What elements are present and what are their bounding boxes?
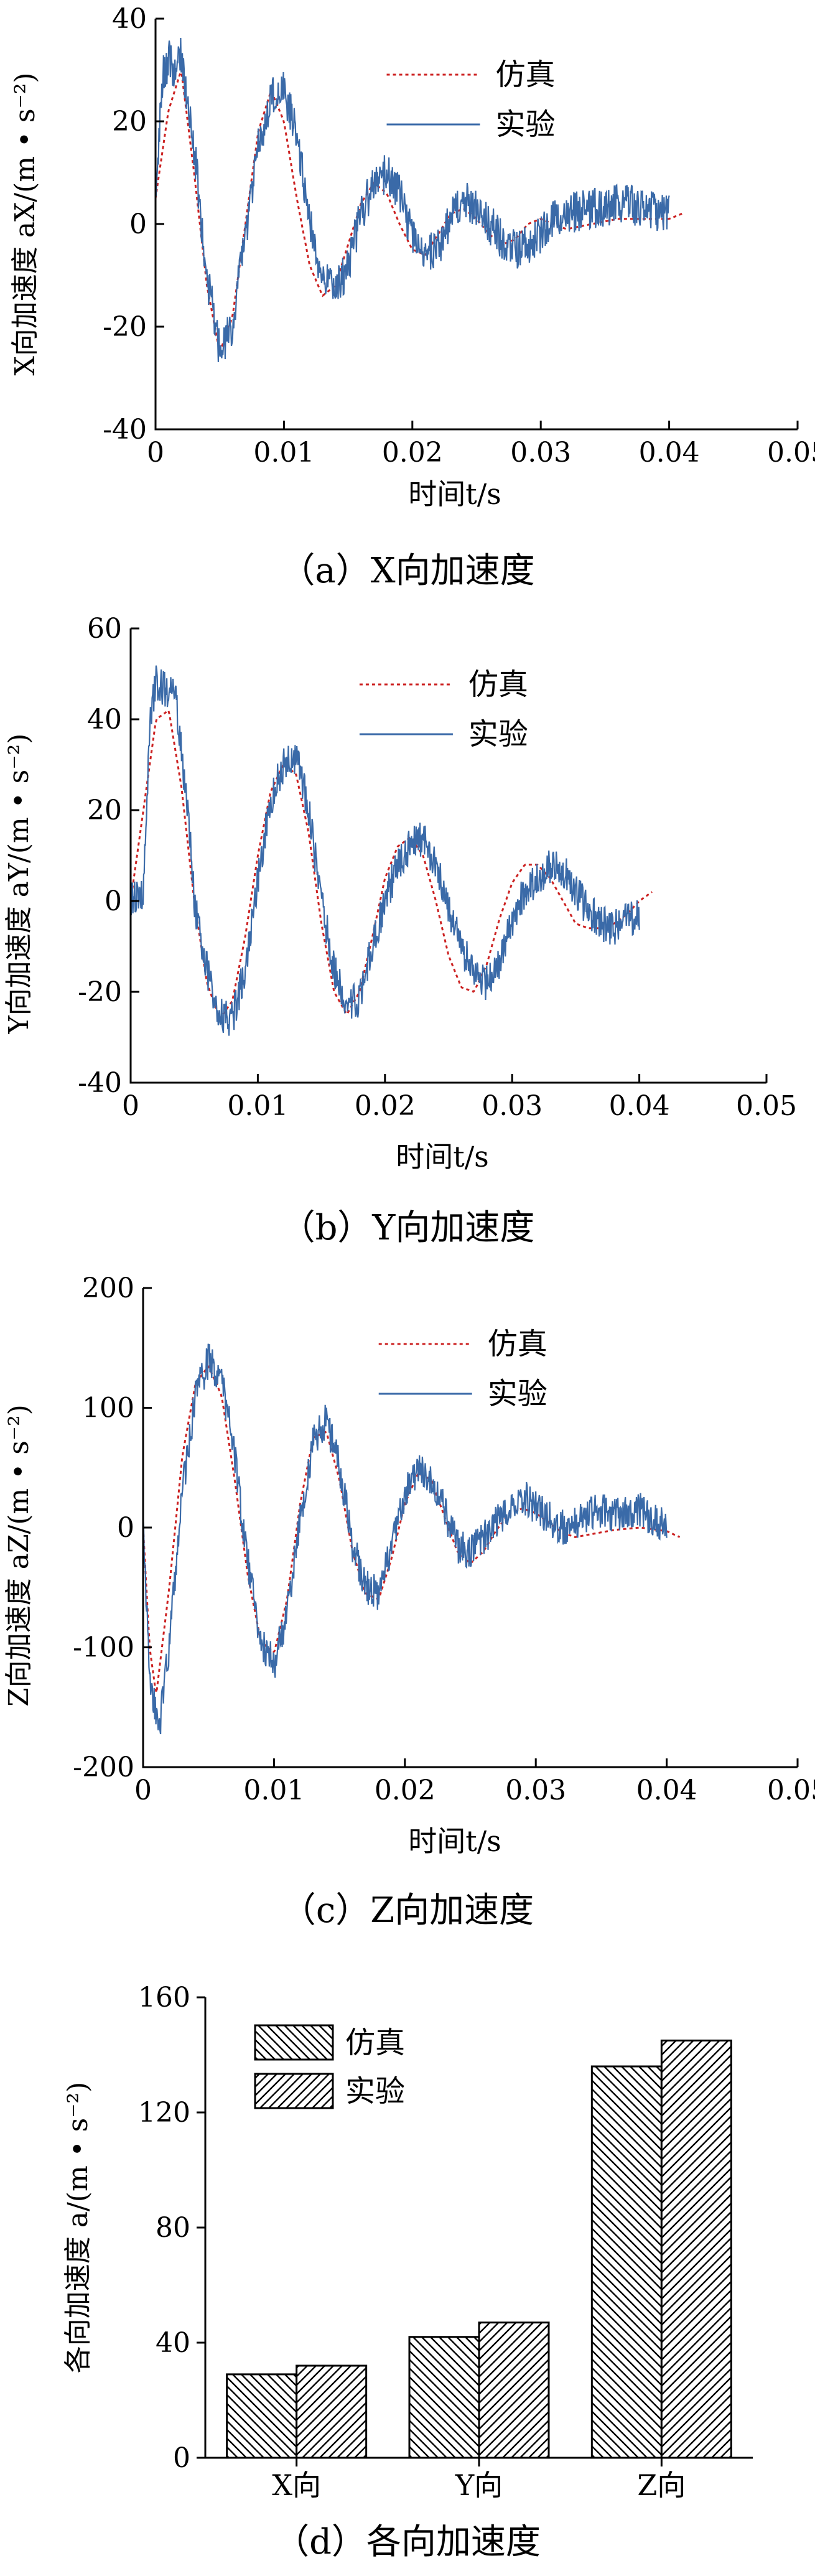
x-tick-label: 0.02 xyxy=(382,437,443,469)
caption-a: （a）X向加速度 xyxy=(280,551,535,591)
legend-label-simulation: 仿真 xyxy=(488,1327,547,1361)
y-tick-label: 40 xyxy=(112,3,147,35)
chart-b-plot xyxy=(129,665,653,1036)
chart-b-axes: 0 0.01 0.02 0.03 0.04 0.05 -40 -20 0 20 40 60 xyxy=(78,613,797,1122)
x-tick-label: 0.04 xyxy=(609,1090,670,1122)
legend-label-simulation: 仿真 xyxy=(496,57,556,92)
chart-a-axes: 0 0.01 0.02 0.03 0.04 0.05 -40 -20 0 20 40 xyxy=(103,3,815,469)
legend-swatch-experiment xyxy=(254,2073,334,2109)
panel-b: 0 0.01 0.02 0.03 0.04 0.05 -40 -20 0 20 40 60 仿真 实验 … xyxy=(0,604,815,1257)
x-tick-label: 0.04 xyxy=(639,437,700,469)
x-tick-label: 0.04 xyxy=(636,1775,697,1806)
y-tick-label: 80 xyxy=(156,2212,190,2244)
category-label: X向 xyxy=(272,2468,321,2502)
y-tick-label: 0 xyxy=(117,1512,134,1544)
chart-c-xlabel: 时间t/s xyxy=(408,1824,501,1858)
legend-label-simulation: 仿真 xyxy=(468,667,528,702)
y-tick-label: -40 xyxy=(78,1067,122,1099)
chart-d-axes: X向 Y向 Z向 0 40 80 120 160 xyxy=(138,1982,753,2502)
y-tick-label: 100 xyxy=(82,1393,134,1424)
chart-c-series-experiment-line xyxy=(142,1343,668,1735)
y-tick-label: -100 xyxy=(73,1632,134,1664)
legend-label-experiment: 实验 xyxy=(345,2074,405,2109)
category-label: Y向 xyxy=(455,2468,503,2502)
x-tick-label: 0.05 xyxy=(767,437,815,469)
chart-a-xlabel: 时间t/s xyxy=(408,477,501,511)
y-tick-label: 0 xyxy=(129,208,147,240)
y-tick-label: 60 xyxy=(87,613,122,645)
x-tick-label: 0.05 xyxy=(767,1775,815,1806)
chart-b-series-experiment-line xyxy=(129,665,640,1036)
legend-label-experiment: 实验 xyxy=(496,107,556,142)
bar-simulation-0 xyxy=(226,2373,298,2459)
chart-c: 0 0.01 0.02 0.03 0.04 0.05 -200 -100 0 100 200 仿真实… xyxy=(3,1272,815,1858)
chart-c-ylabel: Z向加速度 aZ/(m • s⁻²) xyxy=(3,1404,35,1707)
chart-d-ylabel: 各向加速度 a/(m • s⁻²) xyxy=(62,2082,94,2373)
x-tick-label: 0 xyxy=(122,1090,139,1122)
y-tick-label: 40 xyxy=(87,704,122,735)
bar-experiment-1 xyxy=(478,2322,550,2459)
legend-swatch-simulation xyxy=(254,2024,334,2061)
x-tick-label: 0.02 xyxy=(355,1090,416,1122)
chart-b-ylabel: Y向加速度 aY/(m • s⁻²) xyxy=(3,734,35,1035)
bar-experiment-2 xyxy=(660,2039,732,2459)
chart-a-plot xyxy=(154,37,682,362)
panel-d: X向 Y向 Z向 0 40 80 120 160 仿真实验 各向加速度 a/(m • s⁻²)… xyxy=(0,1941,815,2576)
chart-c-plot xyxy=(142,1343,681,1735)
chart-c-axes: 0 0.01 0.02 0.03 0.04 0.05 -200 -100 0 100 200 xyxy=(73,1272,815,1806)
caption-c: （c）Z向加速度 xyxy=(281,1890,534,1931)
bar-simulation-1 xyxy=(408,2336,480,2459)
y-tick-label: -200 xyxy=(73,1752,134,1783)
chart-c-series-simulation-line xyxy=(142,1365,681,1693)
y-tick-label: -40 xyxy=(103,414,147,446)
y-tick-label: 0 xyxy=(173,2442,190,2474)
caption-d: （d）各向加速度 xyxy=(274,2522,541,2562)
x-tick-label: 0.03 xyxy=(505,1775,566,1806)
x-tick-label: 0.03 xyxy=(510,437,571,469)
legend-label-experiment: 实验 xyxy=(488,1376,547,1411)
y-tick-label: 200 xyxy=(82,1272,134,1304)
x-tick-label: 0.01 xyxy=(243,1775,304,1806)
chart-a-series-simulation-line xyxy=(154,69,682,355)
x-tick-label: 0.01 xyxy=(227,1090,288,1122)
x-tick-label: 0.03 xyxy=(482,1090,543,1122)
x-tick-label: 0.01 xyxy=(253,437,314,469)
x-tick-label: 0 xyxy=(147,437,164,469)
y-tick-label: -20 xyxy=(78,976,122,1008)
legend-label-experiment: 实验 xyxy=(468,717,528,752)
y-tick-label: 20 xyxy=(87,795,122,826)
x-tick-label: 0.05 xyxy=(736,1090,797,1122)
panel-c: 0 0.01 0.02 0.03 0.04 0.05 -200 -100 0 100 200 仿真实… xyxy=(0,1257,815,1941)
caption-b: （b）Y向加速度 xyxy=(280,1208,535,1248)
x-tick-label: 0.02 xyxy=(375,1775,435,1806)
chart-a-ylabel: X向加速度 aX/(m • s⁻²) xyxy=(9,72,41,375)
chart-a-series-experiment-line xyxy=(154,37,670,362)
category-label: Z向 xyxy=(637,2468,686,2502)
y-tick-label: -20 xyxy=(103,311,147,343)
chart-d-plot xyxy=(226,2039,732,2459)
y-tick-label: 20 xyxy=(112,106,147,138)
y-tick-label: 40 xyxy=(156,2327,190,2359)
chart-b-xlabel: 时间t/s xyxy=(396,1140,489,1174)
x-tick-label: 0 xyxy=(134,1775,152,1806)
bar-simulation-2 xyxy=(590,2065,663,2459)
legend-label-simulation: 仿真 xyxy=(345,2025,405,2060)
bar-experiment-0 xyxy=(296,2364,368,2459)
y-tick-label: 0 xyxy=(105,885,122,917)
y-tick-label: 160 xyxy=(138,1982,190,2014)
y-tick-label: 120 xyxy=(138,2097,190,2129)
